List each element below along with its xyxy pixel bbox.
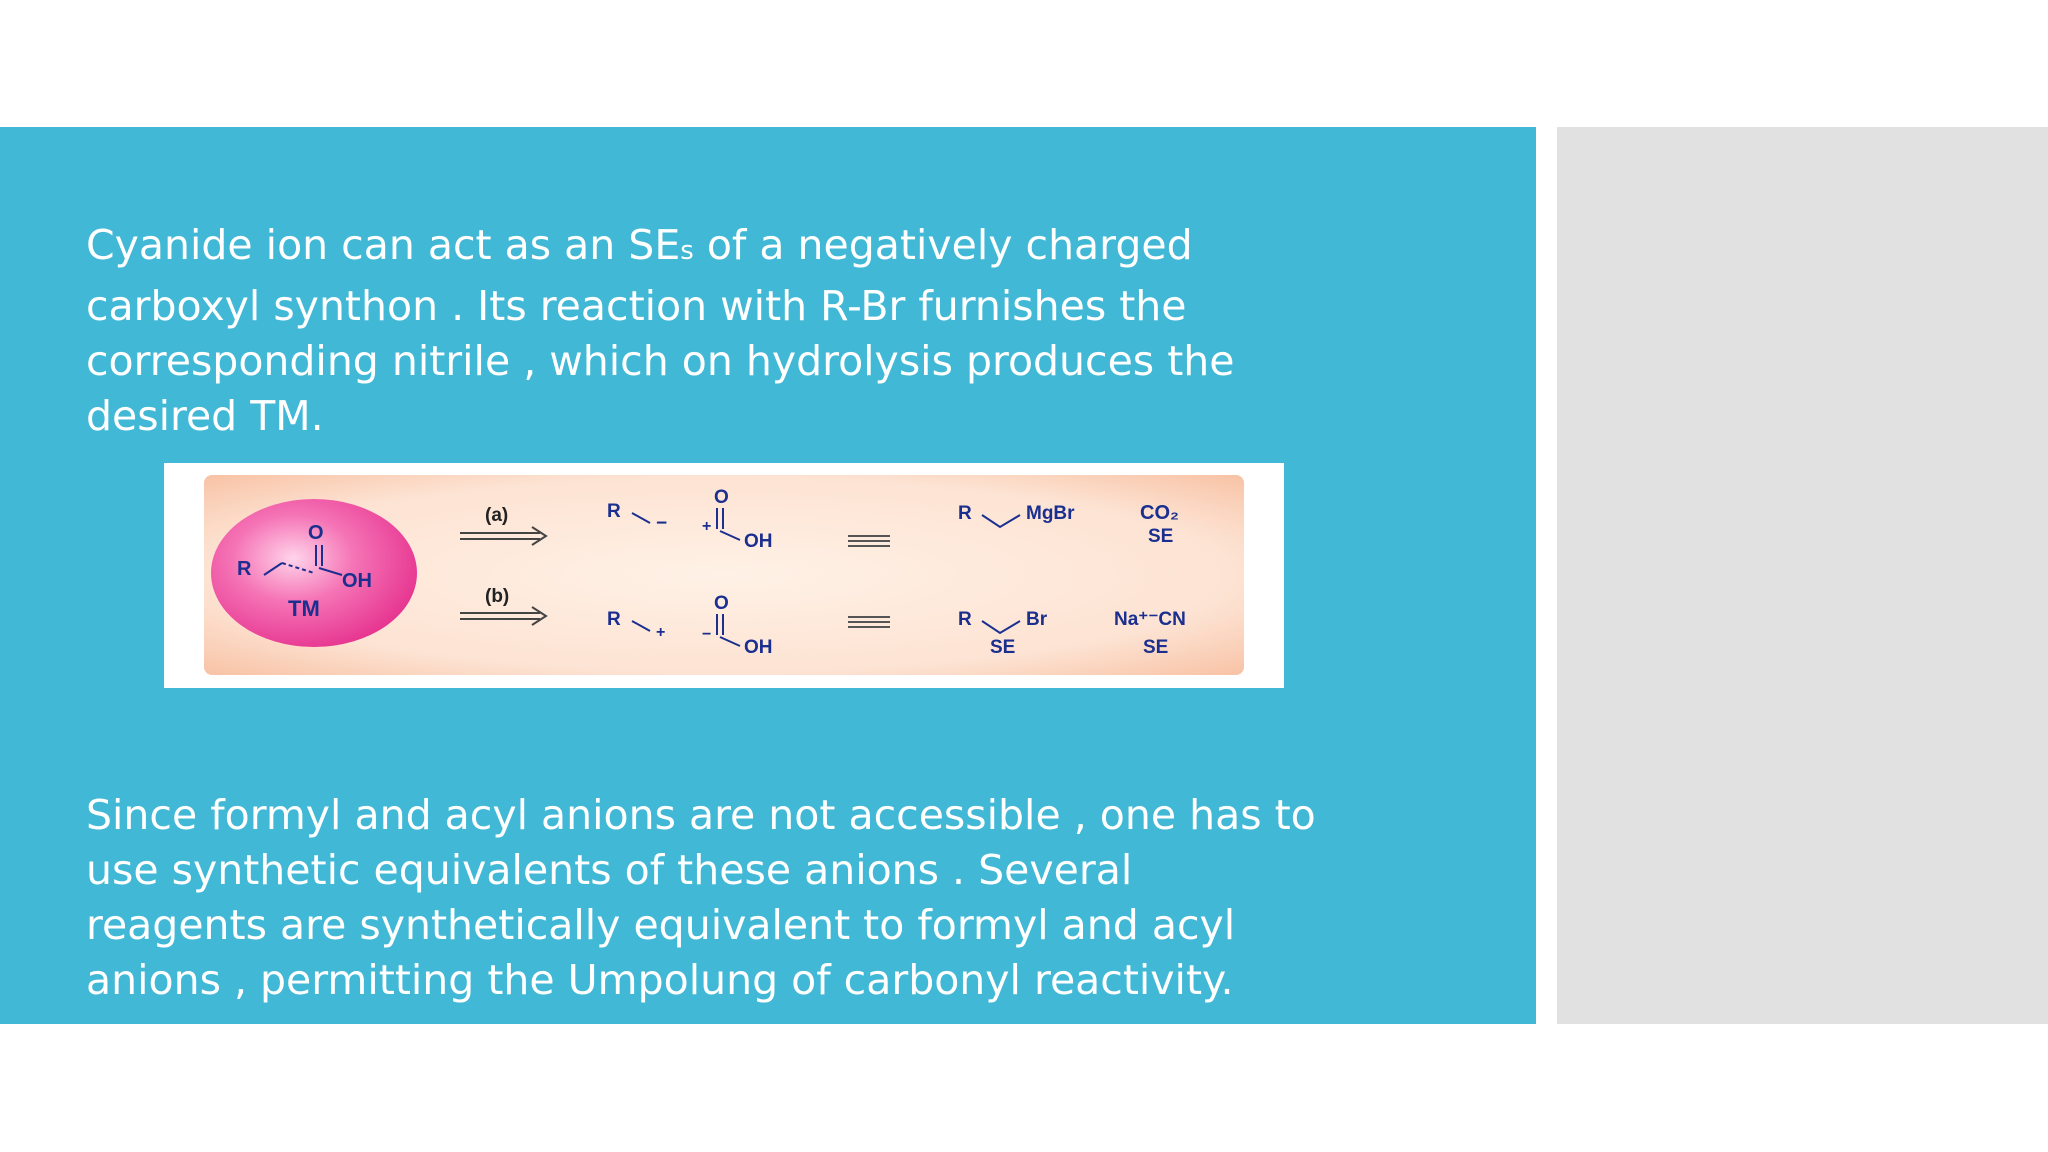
scheme-figure: R O OH TM (a) R − O + OH [204,475,1244,675]
target-structure [263,545,343,576]
paragraph-cyanide-part2: of a negatively charged carboxyl synthon… [86,221,1235,440]
paragraph-umpolung: Since formyl and acyl anions are not acc… [86,791,1316,1004]
route-b-synthon-bond [631,620,651,632]
route-a-reagent-chain [981,514,1021,529]
subscript-s: s [680,236,694,266]
route-b-carbonyl-oh: OH [744,637,773,658]
route-a-carbonyl-o: O [714,487,729,508]
route-a-reagent-co2: CO₂ [1140,502,1179,524]
route-b-carbonyl-minus: − [702,626,711,643]
route-b-reagent-se: SE [990,637,1015,658]
route-b-nacn-se: SE [1143,637,1168,658]
route-b-carbonyl-o: O [714,593,729,614]
route-a-carbonyl-bonds [716,508,741,541]
route-b-equivalence-sign [848,616,890,628]
route-a-synthon-r: R [607,501,621,522]
side-panel [1557,127,2048,1024]
route-b-reagent-nacn: Na⁺⁻CN [1114,609,1186,630]
route-b-carbonyl-bonds [716,614,741,647]
target-o: O [308,522,324,544]
target-r: R [237,558,252,580]
route-a-label: (a) [485,505,508,526]
route-b-arrow [460,606,548,626]
target-oh: OH [342,570,372,592]
route-a-carbonyl-plus: + [702,518,711,535]
route-a-reagent-r: R [958,503,972,524]
route-a-equivalence-sign [848,535,890,547]
route-b-synthon-r: R [607,609,621,630]
paragraph-cyanide: Cyanide ion can act as an SEs of a negat… [86,218,1326,444]
route-b-reagent-chain [981,620,1021,635]
route-a-carbonyl-oh: OH [744,531,773,552]
route-a-arrow [460,526,548,546]
route-a-reagent-mgbr: MgBr [1026,503,1075,524]
route-a-se-label: SE [1148,526,1173,547]
retrosynthesis-scheme: R O OH TM (a) R − O + OH [164,463,1284,688]
route-b-synthon-plus: + [656,624,665,641]
route-b-reagent-r: R [958,609,972,630]
target-molecule-circle [211,499,417,647]
route-b-reagent-br: Br [1026,609,1048,630]
target-tm-label: TM [288,596,320,621]
route-b-label: (b) [485,586,509,607]
paragraph-cyanide-part1: Cyanide ion can act as an SE [86,221,681,269]
scheme-background [204,475,1244,675]
route-a-synthon-bond [631,512,651,524]
route-a-synthon-minus: − [656,513,667,534]
